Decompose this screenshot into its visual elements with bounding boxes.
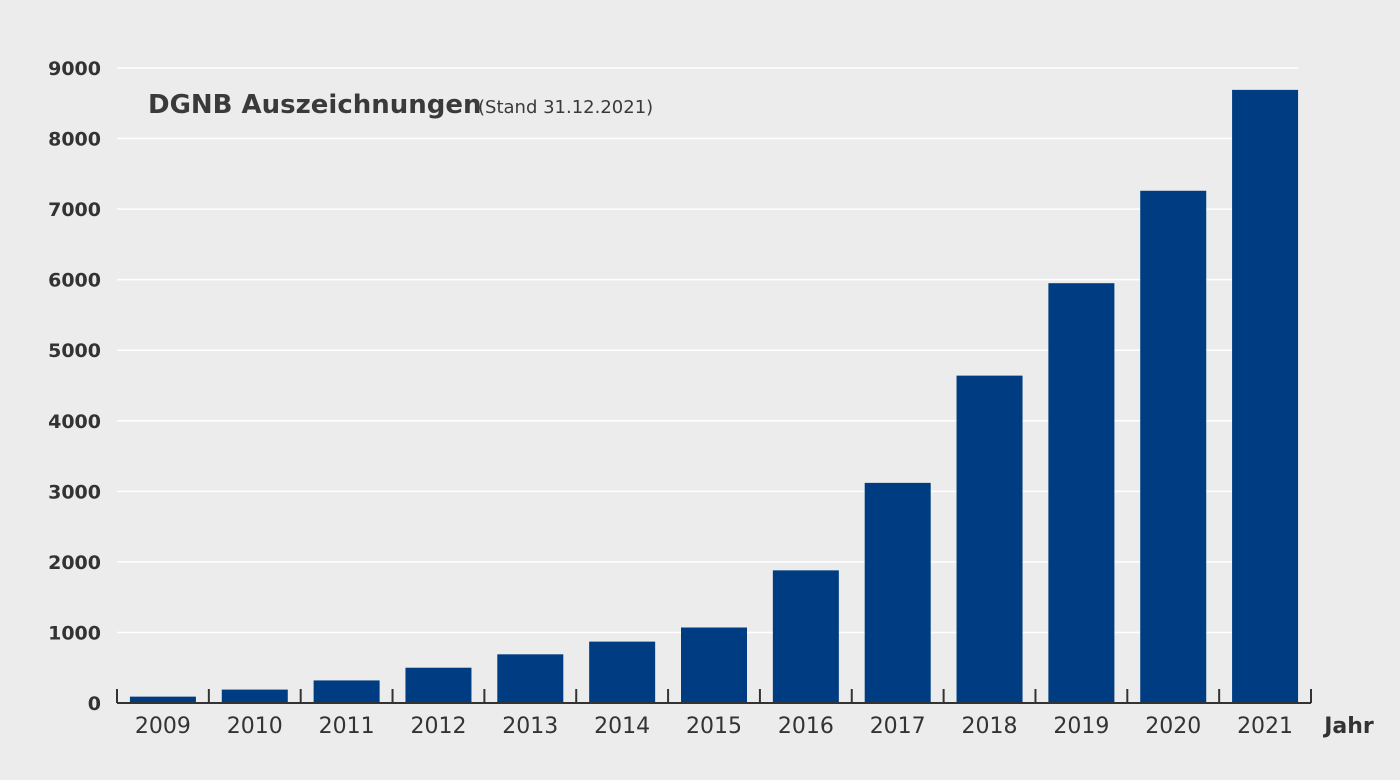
x-tick-label: 2009	[135, 714, 191, 739]
x-tick-label: 2014	[594, 714, 650, 739]
x-tick-label: 2019	[1053, 714, 1109, 739]
bar-2009	[129, 696, 196, 703]
bar-2020	[1140, 190, 1207, 703]
bar-2016	[772, 570, 839, 703]
gridlines	[117, 67, 1298, 634]
bar-2017	[864, 482, 931, 703]
y-axis-tick-labels: 0 1000 2000 3000 4000 5000 6000 7000 8000 9000	[48, 58, 101, 715]
x-tick-label: 2021	[1237, 714, 1293, 739]
bar-2013	[497, 654, 564, 703]
x-axis-label: Jahr	[1322, 714, 1374, 739]
bar-2019	[1048, 283, 1115, 703]
y-tick-label: 4000	[48, 411, 101, 433]
x-axis-tick-labels: 2009 2010 2011 2012 2013 2014 2015 2016 2017 2018…	[135, 714, 1293, 739]
y-tick-label: 7000	[48, 199, 101, 221]
chart-subtitle: (Stand 31.12.2021)	[478, 97, 653, 118]
x-tick-label: 2016	[778, 714, 834, 739]
chart-title: DGNB Auszeichnungen	[148, 90, 482, 120]
y-tick-label: 1000	[48, 622, 101, 644]
y-tick-label: 5000	[48, 340, 101, 362]
bar-2010	[221, 689, 288, 703]
y-tick-label: 0	[88, 693, 101, 715]
y-tick-label: 2000	[48, 552, 101, 574]
x-tick-label: 2020	[1145, 714, 1201, 739]
x-tick-label: 2017	[870, 714, 926, 739]
bar-2011	[313, 680, 380, 703]
y-tick-label: 6000	[48, 270, 101, 292]
x-tick-label: 2011	[319, 714, 375, 739]
bar-2012	[405, 667, 472, 703]
x-tick-label: 2018	[962, 714, 1018, 739]
bars	[129, 89, 1299, 704]
y-tick-label: 8000	[48, 129, 101, 151]
y-tick-label: 9000	[48, 58, 101, 80]
bar-2015	[681, 627, 747, 703]
y-tick-label: 3000	[48, 481, 101, 503]
x-axis	[116, 689, 1312, 704]
x-tick-label: 2013	[502, 714, 558, 739]
bar-2018	[956, 375, 1023, 703]
bar-2014	[589, 641, 656, 703]
bar-2021	[1232, 89, 1299, 704]
x-tick-label: 2012	[410, 714, 466, 739]
x-tick-label: 2010	[227, 714, 283, 739]
x-tick-label: 2015	[686, 714, 742, 739]
